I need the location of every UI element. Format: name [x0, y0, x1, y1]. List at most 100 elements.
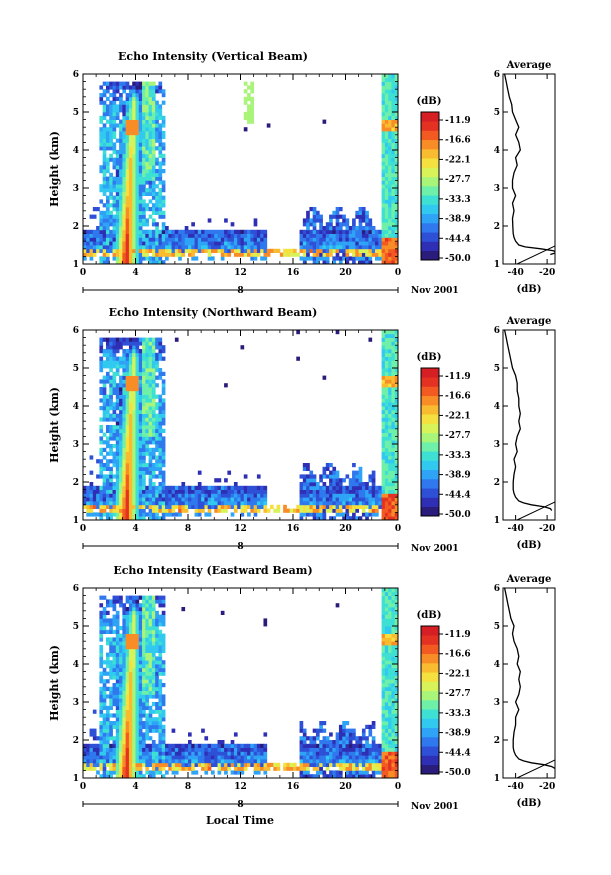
heatmap-cell	[122, 368, 127, 373]
heatmap-cell	[145, 123, 150, 128]
heatmap-cell	[161, 667, 166, 672]
heatmap-cell	[312, 474, 317, 479]
heatmap-cell	[394, 463, 399, 468]
heatmap-cell	[145, 169, 150, 174]
heatmap-cell	[145, 364, 150, 369]
heatmap-cell	[210, 743, 215, 748]
heatmap-cell	[99, 184, 104, 189]
heatmap-cell	[128, 474, 133, 479]
heatmap-cell	[158, 123, 163, 128]
heatmap-cell	[381, 432, 386, 437]
heatmap-cell	[142, 489, 146, 494]
heatmap-cell	[394, 432, 399, 437]
heatmap-cell	[174, 337, 179, 342]
heatmap-cell	[263, 245, 268, 250]
heatmap-cell	[161, 497, 166, 502]
heatmap-cell	[119, 248, 123, 253]
heatmap-cell	[148, 176, 153, 181]
heatmap-cell	[325, 508, 330, 513]
heatmap-cell	[99, 774, 104, 778]
heatmap-cell	[250, 89, 255, 94]
heatmap-cell	[161, 248, 166, 253]
heatmap-cell	[96, 755, 100, 760]
heatmap-cell	[115, 153, 120, 158]
heatmap-cell	[391, 157, 396, 162]
heatmap-cell	[142, 474, 146, 479]
heatmap-cell	[270, 762, 274, 767]
heatmap-cell	[151, 482, 156, 487]
heatmap-cell	[138, 614, 143, 619]
heatmap-cell	[155, 356, 159, 361]
heatmap-cell	[109, 641, 113, 646]
heatmap-cell	[384, 150, 389, 155]
heatmap-cell	[135, 409, 140, 414]
heatmap-cell	[119, 660, 123, 665]
heatmap-cell	[355, 252, 360, 257]
heatmap-cell	[148, 724, 153, 729]
heatmap-cell	[142, 207, 146, 212]
heatmap-cell	[138, 629, 143, 634]
heatmap-cell	[119, 356, 123, 361]
heatmap-cell	[210, 493, 215, 498]
heatmap-cell	[161, 203, 166, 208]
heatmap-cell	[155, 134, 159, 139]
heatmap-cell	[102, 352, 107, 357]
heatmap-cell	[105, 375, 110, 380]
heatmap-cell	[181, 504, 186, 509]
heatmap-cell	[161, 210, 166, 215]
heatmap-cell	[128, 195, 133, 200]
heatmap-cell	[165, 493, 169, 498]
heatmap-cell	[394, 501, 399, 506]
heatmap-cell	[105, 207, 110, 212]
heatmap-cell	[247, 762, 251, 767]
heatmap-cell	[145, 229, 150, 234]
heatmap-cell	[315, 214, 320, 219]
heatmap-cell	[247, 751, 251, 756]
heatmap-cell	[332, 245, 337, 250]
heatmap-cell	[142, 229, 146, 234]
heatmap-cell	[158, 641, 163, 646]
heatmap-cell	[253, 237, 258, 242]
heatmap-cell	[135, 614, 140, 619]
heatmap-cell	[161, 241, 166, 246]
heatmap-cell	[148, 656, 153, 661]
heatmap-cell	[247, 115, 251, 120]
heatmap-cell	[112, 755, 117, 760]
heatmap-cell	[99, 222, 104, 227]
heatmap-cell	[148, 626, 153, 631]
heatmap-cell	[237, 504, 241, 509]
heatmap-cell	[325, 256, 330, 261]
heatmap-cell	[184, 493, 189, 498]
heatmap-cell	[151, 702, 156, 707]
heatmap-cell	[122, 379, 127, 384]
heatmap-cell	[388, 93, 392, 98]
heatmap-cell	[201, 743, 205, 748]
heatmap-cell	[151, 383, 156, 388]
heatmap-cell	[128, 675, 133, 680]
heatmap-cell	[224, 237, 228, 242]
heatmap-cell	[115, 406, 120, 411]
heatmap-cell	[122, 755, 127, 760]
heatmap-cell	[112, 364, 117, 369]
heatmap-cell	[109, 345, 113, 350]
x-tick-label: 12	[234, 524, 247, 534]
heatmap-cell	[243, 497, 248, 502]
heatmap-cell	[381, 402, 386, 407]
heatmap-cell	[89, 504, 94, 509]
heatmap-cell	[125, 352, 130, 357]
heatmap-cell	[128, 595, 133, 600]
heatmap-cell	[365, 210, 369, 215]
heatmap-cell	[299, 724, 304, 729]
heatmap-cell	[391, 493, 396, 498]
heatmap-cell	[250, 108, 255, 113]
heatmap-cell	[158, 413, 163, 418]
heatmap-cell	[135, 478, 140, 483]
heatmap-cell	[119, 146, 123, 151]
heatmap-cell	[135, 226, 140, 231]
heatmap-cell	[128, 648, 133, 653]
heatmap-cell	[122, 165, 127, 170]
heatmap-cell	[115, 169, 120, 174]
heatmap-cell	[240, 762, 245, 767]
heatmap-cell	[115, 599, 120, 604]
heatmap-cell	[83, 241, 87, 246]
